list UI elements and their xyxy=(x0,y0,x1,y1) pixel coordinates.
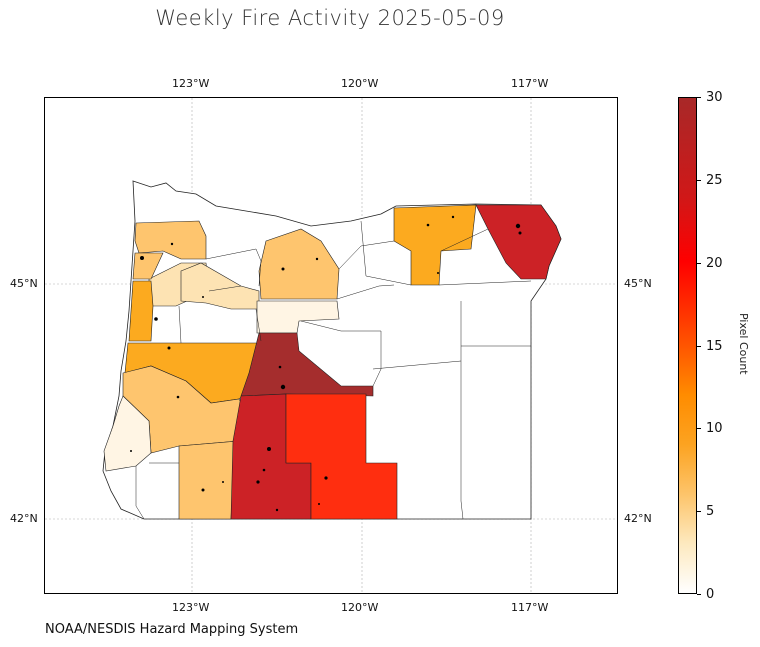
fire-detections xyxy=(130,215,522,512)
lon-tick-top-120: 120°W xyxy=(341,77,379,90)
source-credit: NOAA/NESDIS Hazard Mapping System xyxy=(45,622,299,637)
c-n3[interactable] xyxy=(256,300,340,334)
oregon-county-map[interactable] xyxy=(45,98,618,594)
white-county-borders xyxy=(135,220,532,520)
lat-tick-right-45: 45°N xyxy=(624,277,652,290)
c-s2[interactable] xyxy=(285,393,398,520)
c-nw1[interactable] xyxy=(134,220,207,260)
c-nw3[interactable] xyxy=(128,280,154,342)
cbar-tick-25: 25 xyxy=(706,173,723,188)
lon-tick-bottom-123: 123°W xyxy=(172,601,210,614)
cbar-tickmark xyxy=(697,594,701,595)
map-title: Weekly Fire Activity 2025-05-09 xyxy=(155,6,505,30)
colorbar-label: Pixel Count xyxy=(737,313,750,375)
c-n1[interactable] xyxy=(258,228,340,300)
lon-tick-top-123: 123°W xyxy=(172,77,210,90)
c-ne2[interactable] xyxy=(475,204,562,280)
c-nw4[interactable] xyxy=(132,252,164,280)
cbar-tickmark xyxy=(697,428,701,429)
colorbar xyxy=(678,97,697,594)
cbar-tick-0: 0 xyxy=(706,587,715,602)
cbar-tickmark xyxy=(697,97,701,98)
lon-tick-top-117: 117°W xyxy=(511,77,549,90)
cbar-tickmark xyxy=(697,346,701,347)
cbar-tickmark xyxy=(697,180,701,181)
cbar-tick-10: 10 xyxy=(706,421,723,436)
c-c1[interactable] xyxy=(240,332,374,397)
lon-tick-bottom-117: 117°W xyxy=(511,601,549,614)
lon-tick-bottom-120: 120°W xyxy=(341,601,379,614)
c-sw1[interactable] xyxy=(178,440,240,520)
cbar-tick-20: 20 xyxy=(706,256,723,271)
lat-tick-left-45: 45°N xyxy=(10,277,38,290)
c-cw3[interactable] xyxy=(103,395,152,472)
cbar-tickmark xyxy=(697,263,701,264)
lat-tick-left-42: 42°N xyxy=(10,512,38,525)
lat-tick-right-42: 42°N xyxy=(624,512,652,525)
cbar-tick-15: 15 xyxy=(706,339,723,354)
cbar-tick-5: 5 xyxy=(706,504,715,519)
cbar-tickmark xyxy=(697,511,701,512)
cbar-tick-30: 30 xyxy=(706,90,723,105)
map-panel[interactable] xyxy=(44,97,618,594)
